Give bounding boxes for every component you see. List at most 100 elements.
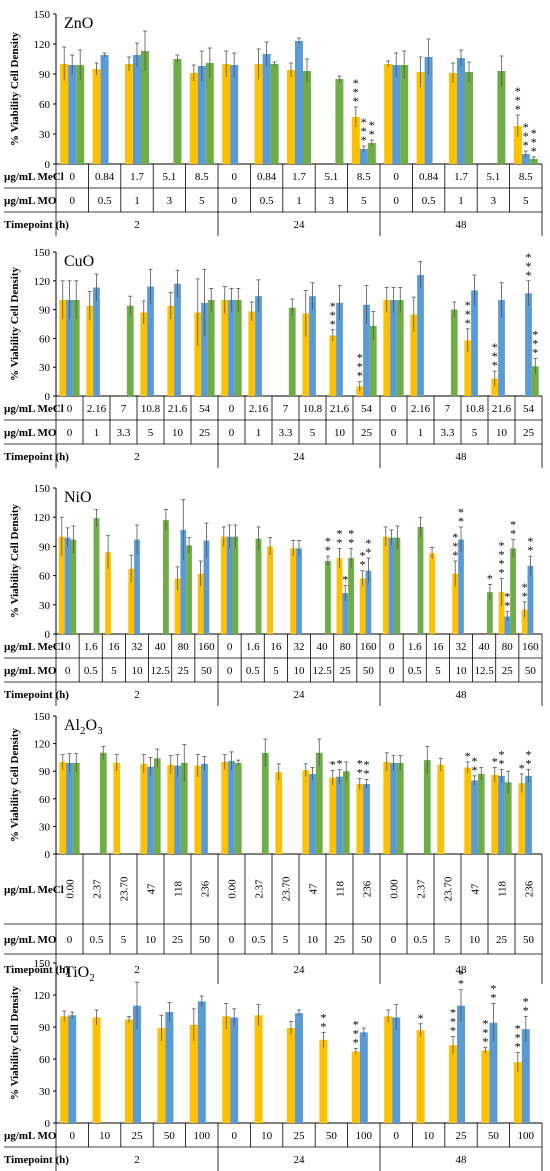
bar [383,762,391,854]
bar [201,302,208,396]
significance-mark: * [365,545,371,559]
table-cell: 0.5 [246,665,260,677]
table-cell: 16 [108,641,120,653]
y-tick-label: 150 [34,483,51,495]
table-cell: 0 [69,195,75,207]
significance-mark: * [499,548,505,562]
significance-mark: * [531,135,537,149]
table-cell: 2.37 [254,879,266,899]
bar [369,325,377,396]
significance-mark: * [330,317,336,331]
table-cell: 1 [256,427,262,439]
bar [165,1012,174,1123]
bar [147,766,154,854]
bar [302,313,310,396]
bar [141,51,149,164]
significance-mark: * [504,590,510,604]
table-cell: 5 [435,665,441,677]
bar [255,296,262,396]
significance-mark: * [523,138,529,152]
table-cell: 0 [393,195,399,207]
bar [336,302,343,396]
bar [329,777,337,854]
bar [194,312,202,396]
bar [180,529,187,634]
significance-mark: * [472,754,478,768]
bar [126,305,134,396]
table-cell: 0 [229,427,235,439]
table-cell: 8.5 [519,171,533,183]
significance-mark: * [487,571,493,585]
bar [487,592,493,634]
table-cell: 0 [67,934,73,946]
bar [147,286,154,396]
table-cell: 23.70 [281,876,293,901]
table-cell: 23.70 [119,876,131,901]
bar [68,65,77,164]
bar [254,64,263,164]
table-cell: 10 [334,427,346,439]
bar [230,65,239,164]
table-cell: 0 [393,1130,399,1142]
table-cell: 0.84 [257,171,277,183]
table-cell: 50 [201,665,213,677]
table-cell: 47 [146,883,158,895]
table-cell: 10.8 [303,403,323,415]
y-axis-label: % Viability Cell Density [9,267,21,381]
bar [59,762,67,854]
bar [477,773,485,854]
bar [72,762,80,854]
y-tick-label: 90 [39,541,51,553]
significance-mark: * [523,994,529,1008]
bar [382,536,389,634]
table-cell: 80 [178,641,190,653]
table-cell: 0.5 [90,934,104,946]
bar [222,1016,231,1123]
bar [417,526,424,634]
significance-mark: * [492,340,498,354]
significance-mark: * [452,548,458,562]
table-cell: 0 [69,171,75,183]
table-cell: 100 [518,1130,535,1142]
table-cell: 21.6 [168,403,188,415]
table-cell: 25 [178,665,190,677]
bar [359,1032,368,1123]
bar [203,540,210,634]
bar [133,55,141,164]
significance-mark: * [515,93,521,107]
bar [325,561,331,634]
significance-mark: * [465,298,471,312]
bar [262,54,271,164]
significance-mark: * [364,766,370,780]
row-label-time: Timepoint (h) [4,219,69,231]
y-tick-label: 60 [39,333,51,345]
table-cell: 0.5 [260,195,274,207]
significance-mark: * [465,307,471,321]
significance-mark: * [531,144,537,158]
significance-mark: * [504,599,510,613]
table-cell: 1 [94,427,100,439]
bar [92,69,101,164]
y-tick-label: 30 [39,600,51,612]
significance-mark: * [465,316,471,330]
bar [140,763,148,854]
bar [230,1017,239,1123]
significance-mark: * [490,982,496,996]
significance-mark: * [492,755,498,769]
bar [174,578,181,634]
row-label-time: Timepoint (h) [4,964,69,976]
bar [295,1013,303,1123]
bar [140,312,148,396]
table-cell: 0 [67,427,73,439]
y-tick-label: 120 [34,990,51,1002]
bar [60,1016,69,1123]
bar [359,149,368,164]
table-cell: 25 [294,1130,306,1142]
table-cell: 7 [445,403,451,415]
table-cell: 1.7 [292,171,306,183]
significance-mark: * [320,1010,326,1024]
significance-mark: * [499,539,505,553]
table-cell: 50 [525,665,537,677]
table-cell: 0 [231,195,237,207]
significance-mark: * [418,1011,424,1025]
